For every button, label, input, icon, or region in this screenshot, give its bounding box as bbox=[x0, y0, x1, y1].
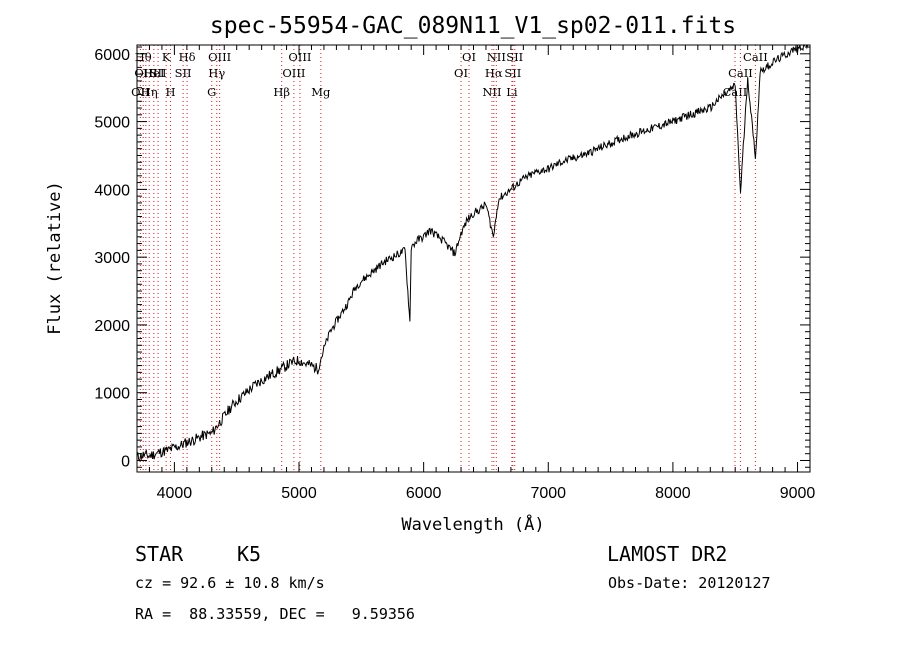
line-label: Hγ bbox=[208, 66, 225, 80]
spectral-line-markers: OIIHθOIIIHηHeISIIKHHδSIIGHγOIIIHβOIIIOII… bbox=[131, 45, 768, 472]
x-tick-label: 9000 bbox=[780, 485, 816, 502]
redshift-velocity: cz = 92.6 ± 10.8 km/s bbox=[135, 574, 325, 592]
line-label: Hα bbox=[485, 66, 503, 80]
line-label: Hδ bbox=[179, 50, 196, 64]
line-label: SII bbox=[150, 66, 167, 80]
y-tick-label: 1000 bbox=[94, 386, 130, 403]
line-label: OI bbox=[462, 50, 476, 64]
y-tick-label: 6000 bbox=[94, 47, 130, 64]
line-label: OI bbox=[454, 66, 468, 80]
y-tick-label: 2000 bbox=[94, 318, 130, 335]
line-label: CaII bbox=[728, 66, 753, 80]
line-label: H bbox=[166, 85, 176, 99]
x-tick-label: 4000 bbox=[157, 485, 193, 502]
y-axis-label: Flux (relative) bbox=[45, 181, 65, 335]
axis-ticks: 4000 5000 6000 7000 8000 9000 0 1000 2000 3000 400… bbox=[94, 45, 815, 502]
x-tick-label: 8000 bbox=[655, 485, 691, 502]
object-class: STAR bbox=[135, 542, 184, 566]
object-subclass: K5 bbox=[237, 542, 262, 566]
x-tick-label: 5000 bbox=[281, 485, 317, 502]
line-label: NII bbox=[487, 50, 506, 64]
x-tick-label: 6000 bbox=[406, 485, 442, 502]
line-label: OII bbox=[131, 85, 150, 99]
chart-title: spec-55954-GAC_089N11_V1_sp02-011.fits bbox=[210, 13, 736, 39]
y-tick-label: 4000 bbox=[94, 182, 130, 199]
plot-frame bbox=[136, 44, 811, 473]
line-label: Hβ bbox=[273, 85, 290, 99]
y-tick-label: 3000 bbox=[94, 250, 130, 267]
line-label: OIII bbox=[282, 66, 305, 80]
x-tick-label: 7000 bbox=[530, 485, 566, 502]
line-label: NII bbox=[482, 85, 501, 99]
y-tick-label: 0 bbox=[121, 453, 130, 470]
survey-name: LAMOST DR2 bbox=[607, 542, 728, 566]
line-label: Mg bbox=[311, 85, 331, 99]
x-axis-label: Wavelength (Å) bbox=[401, 513, 544, 535]
line-label: Hη bbox=[141, 85, 158, 99]
line-label: Li bbox=[506, 85, 518, 99]
spectrum-series bbox=[137, 45, 809, 462]
line-label: CaII bbox=[743, 50, 768, 64]
line-label: HeI bbox=[143, 66, 164, 80]
sky-coordinates: RA = 88.33559, DEC = 9.59356 bbox=[135, 605, 415, 623]
line-label: SII bbox=[506, 50, 523, 64]
observation-date: Obs-Date: 20120127 bbox=[608, 574, 771, 592]
line-label: K bbox=[162, 50, 171, 64]
line-label: OIII bbox=[288, 50, 311, 64]
line-label: G bbox=[207, 85, 216, 99]
y-tick-label: 5000 bbox=[94, 115, 130, 132]
spectrum-line bbox=[137, 45, 809, 462]
line-label: SII bbox=[175, 66, 192, 80]
line-label: OIII bbox=[134, 66, 157, 80]
line-label: SII bbox=[504, 66, 521, 80]
line-label: OIII bbox=[208, 50, 231, 64]
